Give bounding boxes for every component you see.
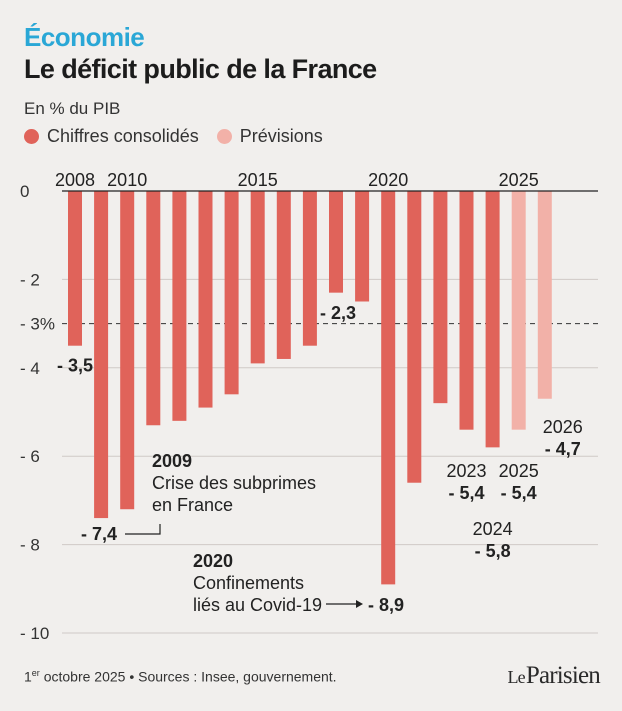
bar-2010 <box>120 191 135 510</box>
data-label-2025-value: - 5,4 <box>501 483 537 503</box>
y-tick-label: - 4 <box>20 359 40 378</box>
bar-2022 <box>433 191 448 404</box>
y-tick-label: - 6 <box>20 447 40 466</box>
bar-2025 <box>511 191 526 430</box>
x-tick-label-2025: 2025 <box>499 170 539 190</box>
legend-item-forecast: Prévisions <box>216 126 323 147</box>
bar-2012 <box>172 191 187 421</box>
annotation-2020-year: 2020 <box>193 551 233 571</box>
data-label-2008: - 3,5 <box>57 356 93 376</box>
bar-2013 <box>198 191 213 408</box>
connector-2009 <box>125 524 161 535</box>
annotation-2009-year: 2009 <box>152 451 192 471</box>
legend-swatch-consolidated <box>24 129 39 144</box>
annotation-2009-line2: en France <box>152 495 233 515</box>
data-label-2025-year: 2025 <box>499 461 539 481</box>
data-label-2026-value: - 4,7 <box>545 439 581 459</box>
data-label-2018: - 2,3 <box>320 303 356 323</box>
reference-line-label: - 3% <box>20 315 55 334</box>
bar-2018 <box>329 191 343 293</box>
page-title: Le déficit public de la France <box>24 54 377 84</box>
section-rubric: Économie <box>24 22 145 52</box>
footer-date-sup: er <box>31 668 40 678</box>
bar-2020 <box>381 191 396 585</box>
data-label-2026-year: 2026 <box>543 417 583 437</box>
le-parisien-logo: LeParisien <box>507 662 600 690</box>
bar-2019 <box>355 191 370 302</box>
annotation-2020-line1: Confinements <box>193 573 304 593</box>
legend-label-consolidated: Chiffres consolidés <box>47 126 199 146</box>
data-label-2023-year: 2023 <box>446 461 486 481</box>
bar-2008 <box>68 191 82 346</box>
y-tick-label: - 2 <box>20 270 40 289</box>
legend-label-forecast: Prévisions <box>239 126 323 146</box>
x-tick-label-2020: 2020 <box>368 170 408 190</box>
chart-unit-label: En % du PIB <box>24 99 121 118</box>
annotation-2009-line1: Crise des subprimes <box>152 473 316 493</box>
source-footer: 1er octobre 2025 • Sources : Insee, gouv… <box>24 668 337 685</box>
legend-swatch-forecast <box>216 129 232 144</box>
footer-date-day: 1 <box>24 668 32 685</box>
bar-2016 <box>276 191 291 359</box>
data-label-2023-value: - 5,4 <box>448 483 484 503</box>
x-tick-label-2015: 2015 <box>238 170 278 190</box>
bar-2014 <box>224 191 239 395</box>
data-label-2024-year: 2024 <box>473 519 513 539</box>
bar-2017 <box>302 191 317 346</box>
annotation-2020-line2: liés au Covid-19 <box>193 595 322 615</box>
data-label-2009: - 7,4 <box>81 524 117 544</box>
y-tick-label: 0 <box>20 182 29 201</box>
bar-2026 <box>537 191 552 399</box>
x-tick-label-2008: 2008 <box>55 170 95 190</box>
legend-item-consolidated: Chiffres consolidés <box>24 126 199 147</box>
logo-part1: Le <box>507 667 525 687</box>
footer-text: octobre 2025 • Sources : Insee, gouverne… <box>39 668 337 685</box>
arrow-2020-head <box>356 600 363 608</box>
data-label-2024-value: - 5,8 <box>475 541 511 561</box>
bar-2024 <box>485 191 500 448</box>
data-label-2020: - 8,9 <box>368 595 404 615</box>
x-tick-label-2010: 2010 <box>107 170 147 190</box>
bar-2015 <box>250 191 265 364</box>
chart-legend: Chiffres consolidés Prévisions <box>24 126 341 147</box>
y-tick-label: - 10 <box>20 624 49 643</box>
bar-2011 <box>146 191 161 426</box>
logo-part2: Parisien <box>525 662 601 689</box>
bar-2009 <box>94 191 109 519</box>
bar-2023 <box>459 191 474 430</box>
y-tick-label: - 8 <box>20 536 40 555</box>
bar-2021 <box>407 191 422 483</box>
